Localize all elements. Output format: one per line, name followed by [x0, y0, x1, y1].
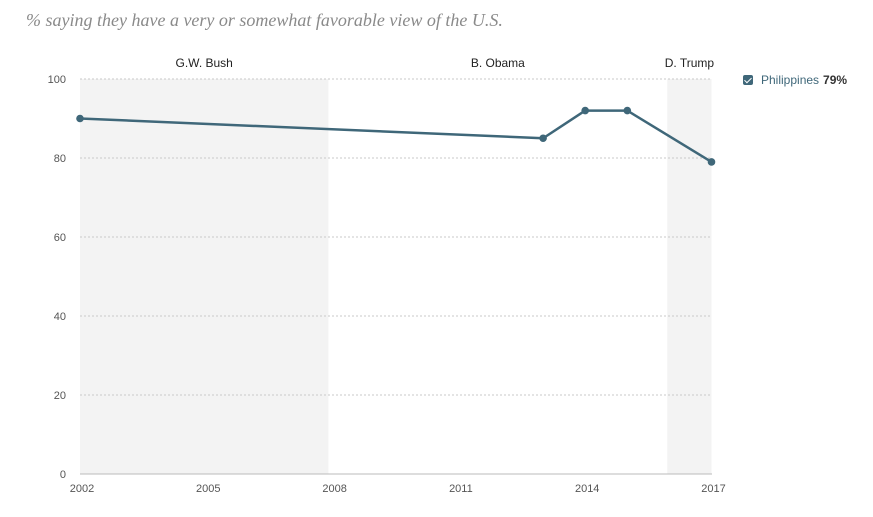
data-point — [539, 134, 547, 143]
y-tick-label: 40 — [54, 311, 66, 323]
checkbox-icon[interactable] — [743, 75, 753, 85]
legend-item-philippines[interactable]: Philippines 79% — [743, 73, 847, 87]
y-tick-label: 60 — [54, 232, 66, 244]
era-band-0 — [80, 79, 329, 474]
y-tick-label: 20 — [54, 390, 66, 402]
data-point — [623, 106, 632, 115]
era-label: B. Obama — [471, 56, 525, 70]
y-tick-label: 0 — [60, 469, 66, 481]
era-label: G.W. Bush — [176, 56, 233, 70]
legend-series-value: 79% — [823, 73, 848, 87]
y-tick-label: 100 — [48, 74, 66, 86]
x-tick-label: 2011 — [449, 483, 473, 495]
x-tick-label: 2002 — [70, 483, 94, 495]
y-tick-label: 80 — [54, 153, 66, 165]
era-label: D. Trump — [665, 56, 715, 70]
data-point — [76, 114, 84, 123]
chart-title: % saying they have a very or somewhat fa… — [26, 10, 503, 30]
data-point — [707, 158, 716, 166]
x-tick-label: 2017 — [701, 483, 725, 495]
data-point — [581, 106, 589, 115]
x-tick-label: 2005 — [196, 483, 220, 495]
legend-series-name: Philippines — [761, 73, 820, 87]
era-band-2 — [667, 79, 712, 474]
x-tick-label: 2008 — [322, 483, 346, 495]
x-tick-label: 2014 — [575, 483, 599, 495]
